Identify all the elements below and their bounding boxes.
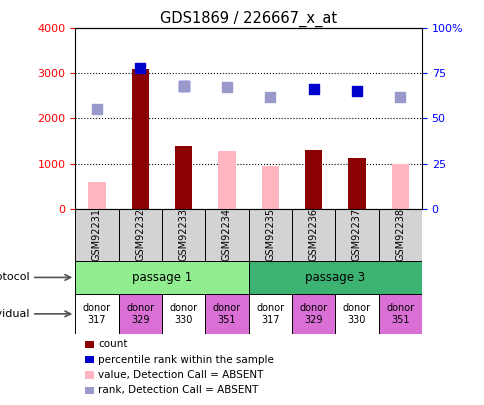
Bar xyxy=(378,294,421,334)
Bar xyxy=(218,151,235,209)
Text: growth protocol: growth protocol xyxy=(0,273,30,282)
Bar xyxy=(291,209,334,261)
Text: passage 3: passage 3 xyxy=(304,271,364,284)
Bar xyxy=(162,209,205,261)
Text: donor
351: donor 351 xyxy=(212,303,241,325)
Text: rank, Detection Call = ABSENT: rank, Detection Call = ABSENT xyxy=(98,386,258,395)
Point xyxy=(136,65,144,71)
Bar xyxy=(248,294,291,334)
Text: value, Detection Call = ABSENT: value, Detection Call = ABSENT xyxy=(98,370,263,380)
Text: GSM92234: GSM92234 xyxy=(222,209,231,261)
Bar xyxy=(261,166,278,209)
Point xyxy=(179,83,187,89)
Bar xyxy=(162,294,205,334)
Text: donor
329: donor 329 xyxy=(126,303,154,325)
Bar xyxy=(334,209,378,261)
Bar xyxy=(118,294,162,334)
Text: GSM92237: GSM92237 xyxy=(351,208,361,262)
Bar xyxy=(334,294,378,334)
Bar xyxy=(304,150,321,209)
Point xyxy=(93,106,101,113)
Bar xyxy=(88,182,106,209)
Point xyxy=(309,85,317,92)
Text: donor
330: donor 330 xyxy=(169,303,197,325)
Bar xyxy=(378,209,421,261)
Text: GSM92238: GSM92238 xyxy=(394,209,405,261)
Text: GSM92235: GSM92235 xyxy=(265,208,274,262)
Bar xyxy=(75,261,248,294)
Text: donor
317: donor 317 xyxy=(83,303,111,325)
Point xyxy=(266,94,273,100)
Text: individual: individual xyxy=(0,309,30,319)
Text: GSM92236: GSM92236 xyxy=(308,209,318,261)
Point xyxy=(395,94,403,100)
Bar xyxy=(175,146,192,209)
Bar xyxy=(205,294,248,334)
Point xyxy=(223,84,230,90)
Text: passage 1: passage 1 xyxy=(132,271,192,284)
Bar xyxy=(248,209,291,261)
Bar xyxy=(348,158,365,209)
Text: GSM92233: GSM92233 xyxy=(178,209,188,261)
Title: GDS1869 / 226667_x_at: GDS1869 / 226667_x_at xyxy=(160,11,336,27)
Bar xyxy=(131,69,149,209)
Text: donor
351: donor 351 xyxy=(385,303,413,325)
Bar xyxy=(75,209,118,261)
Bar xyxy=(291,294,334,334)
Bar xyxy=(205,209,248,261)
Text: donor
317: donor 317 xyxy=(256,303,284,325)
Text: donor
330: donor 330 xyxy=(342,303,370,325)
Bar xyxy=(75,294,118,334)
Text: count: count xyxy=(98,339,128,349)
Text: donor
329: donor 329 xyxy=(299,303,327,325)
Bar xyxy=(118,209,162,261)
Bar xyxy=(248,261,421,294)
Text: GSM92232: GSM92232 xyxy=(135,208,145,262)
Point xyxy=(179,83,187,89)
Text: percentile rank within the sample: percentile rank within the sample xyxy=(98,355,274,364)
Text: GSM92231: GSM92231 xyxy=(91,209,102,261)
Bar xyxy=(391,164,408,209)
Point xyxy=(352,88,360,95)
